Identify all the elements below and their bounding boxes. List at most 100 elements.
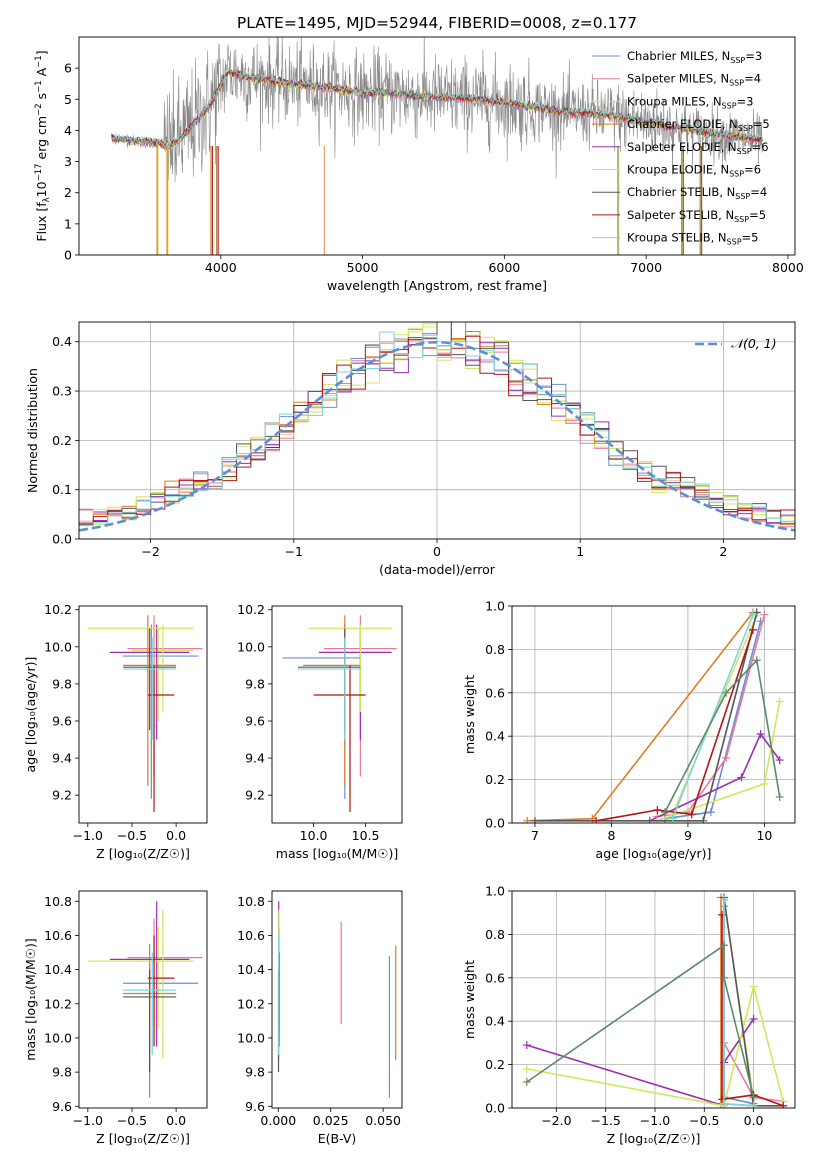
y-tick-label: 0.0 <box>52 532 72 547</box>
weight-line <box>664 658 781 813</box>
y-tick-label: 10.6 <box>44 928 72 943</box>
weight-marker <box>775 756 784 765</box>
y-tick-label: 10.0 <box>237 639 265 654</box>
y-label-part: −17 <box>34 163 44 181</box>
x-axis-label: age [log₁₀(age/yr)] <box>596 846 712 861</box>
legend-entry: Salpeter STELIB, NSSP=5 <box>627 208 766 224</box>
legend-suffix: =5 <box>742 231 759 245</box>
errorbars <box>282 615 397 812</box>
x-axis-label: Z [log₁₀(Z/Z☉)] <box>96 1131 190 1146</box>
y-tick-label: 0.6 <box>485 685 505 700</box>
weight-marker <box>722 753 731 762</box>
axes-frame <box>271 605 403 824</box>
weight-marker <box>752 656 761 665</box>
spectrum-lines <box>111 37 763 255</box>
axes-frame <box>78 890 208 1109</box>
legend-entry: Chabrier ELODIE, NSSP=5 <box>627 117 770 133</box>
y-label-part: −1 <box>34 80 44 93</box>
x-tick-label: −1 <box>285 544 303 559</box>
y-axis-label: mass weight <box>462 675 477 754</box>
y-tick-label: 0.0 <box>485 816 505 831</box>
legend-text: Kroupa ELODIE, N <box>627 163 729 177</box>
legend-sub: SSP <box>722 101 737 110</box>
y-tick-label: 10.2 <box>44 996 72 1011</box>
x-tick-label: −1.0 <box>73 1113 103 1128</box>
x-tick-label: 0.0 <box>744 1113 764 1128</box>
y-tick-label: 0.2 <box>52 433 72 448</box>
x-tick-label: 8 <box>607 828 615 843</box>
weight-marker <box>718 910 727 919</box>
y-axis-label: mass [log₁₀(M/M☉)] <box>23 938 38 1060</box>
legend-sub: SSP <box>735 192 750 201</box>
x-tick-label: 6000 <box>488 260 520 275</box>
y-tick-label: 9.8 <box>245 1065 265 1080</box>
y-tick-label: 9.6 <box>245 713 265 728</box>
weight-line <box>721 914 784 1107</box>
y-tick-label: 9.6 <box>52 1099 72 1114</box>
y-label-part: erg cm <box>34 116 49 164</box>
axes-frame <box>78 605 208 824</box>
histogram-step <box>79 331 795 527</box>
y-label-part: −2 <box>34 103 44 116</box>
y-label-part: −1 <box>34 55 44 68</box>
y-tick-label: 9.6 <box>52 713 72 728</box>
weight-marker <box>749 982 758 991</box>
data-spectrum-line <box>111 37 763 183</box>
weight-marker <box>592 816 601 823</box>
weight_vs_age-panel: 7 8 9 10 0.0 0.2 0.4 0.6 0.8 1.0 age [log₁₀(age/yr… <box>462 599 796 861</box>
y-tick-label: 0.3 <box>52 384 72 399</box>
x-tick-label: 10.5 <box>352 828 380 843</box>
weight-marker <box>756 730 765 739</box>
y-label-part: 10 <box>34 181 49 197</box>
x-tick-label: 0.0 <box>166 1113 186 1128</box>
weight-marker <box>748 610 757 619</box>
weight-line <box>526 943 755 1098</box>
x-tick-label: 10.0 <box>300 828 328 843</box>
y-tick-label: 1 <box>64 216 72 231</box>
y-tick-label: 0.1 <box>52 482 72 497</box>
weight-marker <box>749 1015 758 1024</box>
residuals-panel: −2 −1 0 1 2 0.0 0.1 0.2 0.3 0.4 (data-model)/error… <box>25 321 796 577</box>
y-tick-label: 9.2 <box>245 788 265 803</box>
legend-suffix: =4 <box>750 185 767 199</box>
histograms <box>79 322 795 532</box>
legend-suffix: =4 <box>744 72 761 86</box>
y-tick-label: 9.6 <box>245 1099 265 1114</box>
weight-marker <box>779 1101 788 1108</box>
x-tick-label: 5000 <box>347 260 379 275</box>
x-tick-label: 0.0 <box>166 828 186 843</box>
weight-marker <box>720 973 729 982</box>
x-tick-label: −1.0 <box>73 828 103 843</box>
weight-marker <box>752 608 761 617</box>
y-label-part: Flux [f <box>34 202 49 242</box>
weight-marker <box>749 1101 758 1108</box>
weight-marker <box>668 814 677 823</box>
weight-marker <box>522 1041 531 1050</box>
legend-suffix: =5 <box>749 208 766 222</box>
x-tick-label: −2.0 <box>541 1113 571 1128</box>
x-axis-label: E(B-V) <box>318 1131 357 1146</box>
legend-entry: Salpeter ELODIE, NSSP=6 <box>627 140 769 156</box>
weight-marker <box>687 810 696 819</box>
y-tick-label: 4 <box>64 123 72 138</box>
legend-suffix: =3 <box>745 49 762 63</box>
weight-marker <box>523 816 532 823</box>
legend-entry: Salpeter MILES, NSSP=4 <box>627 72 761 88</box>
x-tick-label: 2 <box>719 544 727 559</box>
spectrum-panel: 4000 5000 6000 7000 8000 0 1 2 3 4 5 6 wavelength [A… <box>34 36 804 293</box>
x-axis-label: (data-model)/error <box>379 562 496 577</box>
legend-sub: SSP <box>727 238 742 247</box>
y-tick-label: 10.2 <box>44 602 72 617</box>
x-tick-label: 1 <box>576 544 584 559</box>
y-label-part: λ <box>42 197 52 202</box>
y-tick-label: 10.2 <box>237 996 265 1011</box>
weight-marker <box>530 816 539 823</box>
y-tick-label: 10.8 <box>237 894 265 909</box>
y-tick-label: 2 <box>64 185 72 200</box>
x-tick-label: 0.000 <box>260 1113 296 1128</box>
legend-text: Chabrier ELODIE, N <box>627 117 738 131</box>
legend-sub: SSP <box>730 56 745 65</box>
y-tick-label: 0.6 <box>485 970 505 985</box>
